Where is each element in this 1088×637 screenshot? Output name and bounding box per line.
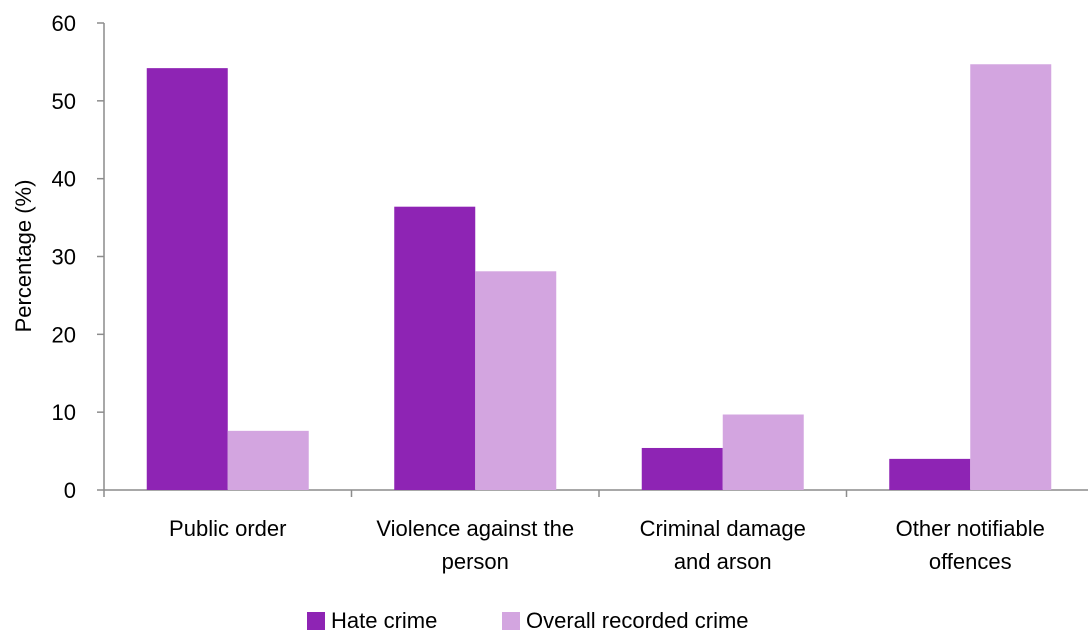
x-tick-label: Violence against the xyxy=(376,516,574,541)
y-tick-label: 50 xyxy=(52,89,76,114)
bar-overall-recorded-crime xyxy=(475,271,557,490)
y-tick-label: 30 xyxy=(52,245,76,270)
y-tick-label: 60 xyxy=(52,11,76,36)
legend: Hate crime Overall recorded crime xyxy=(307,608,749,633)
bar-overall-recorded-crime xyxy=(227,430,309,490)
bar-overall-recorded-crime xyxy=(970,64,1052,491)
x-tick-label: Other notifiable xyxy=(896,516,1045,541)
legend-label: Hate crime xyxy=(331,608,437,633)
y-axis-title: Percentage (%) xyxy=(11,180,36,333)
legend-swatch xyxy=(307,612,325,630)
legend-swatch xyxy=(502,612,520,630)
x-tick-label: offences xyxy=(929,549,1012,574)
x-tick-label: person xyxy=(442,549,509,574)
x-tick-label: Criminal damage xyxy=(640,516,806,541)
x-tick-label: and arson xyxy=(674,549,772,574)
y-tick-label: 20 xyxy=(52,322,76,347)
y-tick-label: 0 xyxy=(64,478,76,503)
y-axis: 0 10 20 30 40 50 60 xyxy=(52,11,105,503)
bar-overall-recorded-crime xyxy=(722,414,804,490)
category-labels: Public order Violence against the person Cr… xyxy=(169,516,1045,574)
x-axis xyxy=(103,489,1088,497)
bar-hate-crime xyxy=(889,458,971,490)
bar-hate-crime xyxy=(394,206,476,491)
x-tick-label: Public order xyxy=(169,516,286,541)
y-tick-label: 40 xyxy=(52,167,76,192)
bar-hate-crime xyxy=(146,68,228,490)
bar-hate-crime xyxy=(641,447,723,490)
legend-label: Overall recorded crime xyxy=(526,608,749,633)
y-tick-label: 10 xyxy=(52,400,76,425)
bars xyxy=(146,64,1052,491)
